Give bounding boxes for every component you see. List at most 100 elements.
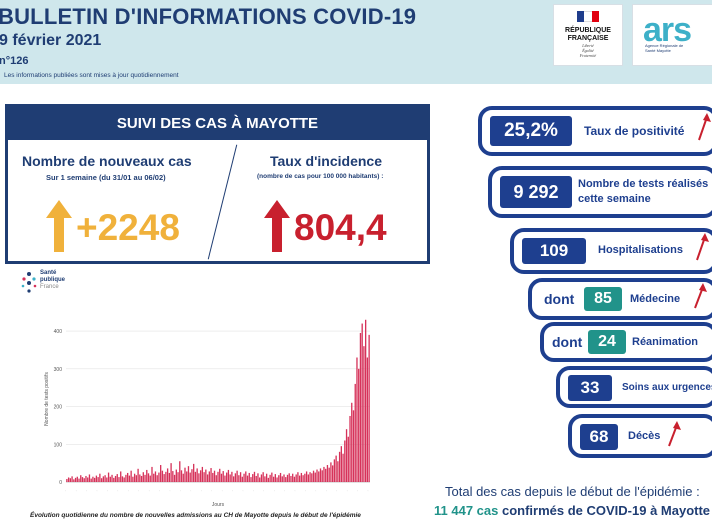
- chart-bar: [236, 470, 238, 482]
- chart-bar: [333, 459, 336, 482]
- chart-bar: [359, 332, 362, 482]
- positivity-label: Taux de positivité: [584, 124, 685, 138]
- chart-bar: [316, 469, 318, 482]
- chart-bar: [286, 474, 289, 482]
- x-axis-label: Jours: [212, 502, 225, 508]
- reanimation-value: 24: [588, 330, 626, 354]
- chart-bar: [274, 474, 276, 482]
- x-tick-mark: ·: [126, 489, 130, 493]
- spf-dots-icon: [21, 272, 37, 293]
- chart-bar: [73, 479, 75, 482]
- chart-bar: [194, 471, 197, 482]
- chart-bar: [206, 474, 209, 482]
- y-tick-label: 400: [54, 329, 63, 335]
- chart-bar: [121, 476, 124, 482]
- chart-bar: [147, 473, 150, 482]
- chart-bar: [314, 472, 316, 482]
- chart-bar: [262, 472, 264, 482]
- chart-bar: [307, 474, 309, 482]
- deces-value: 68: [580, 424, 618, 450]
- chart-bar: [69, 478, 72, 482]
- x-tick-mark: ·: [85, 489, 89, 493]
- chart-bar: [267, 477, 270, 482]
- x-tick-mark: ·: [106, 489, 110, 493]
- reanimation-card: dont 24 Réanimation: [540, 322, 712, 362]
- x-tick-mark: ·: [168, 489, 172, 493]
- chart-bar: [288, 473, 290, 482]
- panel-divider: [207, 144, 238, 260]
- chart-bar: [184, 467, 186, 482]
- x-tick-mark: ·: [324, 489, 328, 493]
- chart-bar: [186, 471, 188, 482]
- x-tick-mark: ·: [179, 489, 183, 493]
- chart-bar: [146, 469, 148, 482]
- chart-bar: [356, 357, 358, 482]
- chart-bar: [363, 346, 365, 482]
- chart-bar: [76, 476, 78, 482]
- chart-bar: [213, 470, 216, 482]
- suivi-panel: SUIVI DES CAS À MAYOTTE Nombre de nouvea…: [5, 104, 430, 264]
- x-tick-mark: ·: [220, 489, 224, 493]
- chart-bar: [217, 471, 219, 482]
- x-tick-mark: ·: [314, 489, 318, 493]
- republique-francaise-logo: RÉPUBLIQUE FRANÇAISE Liberté Égalité Fra…: [553, 4, 623, 66]
- chart-bar: [319, 468, 322, 482]
- chart-bar: [227, 469, 230, 482]
- x-tick-mark: ·: [74, 489, 78, 493]
- chart-bar: [85, 475, 87, 482]
- chart-bar: [198, 473, 200, 482]
- x-tick-mark: ·: [210, 489, 214, 493]
- chart-bar: [264, 476, 266, 482]
- y-tick-label: 100: [54, 442, 63, 448]
- chart-bar: [352, 410, 355, 482]
- chart-bar: [201, 466, 204, 482]
- bulletin-number: n°126: [0, 55, 29, 67]
- chart-bar: [132, 476, 134, 482]
- sante-publique-france-logo: Santé publique France: [20, 270, 90, 300]
- chart-bar: [163, 474, 165, 482]
- ars-logo: ars Agence Régionale de Santé Mayotte: [632, 4, 712, 66]
- chart-bar: [170, 463, 172, 482]
- chart-bar: [199, 470, 202, 482]
- y-tick-label: 0: [59, 480, 62, 486]
- chart-bar: [173, 474, 176, 482]
- ars-logo-subtitle: Agence Régionale de Santé Mayotte: [645, 43, 684, 53]
- chart-bar: [219, 468, 221, 482]
- chart-bar: [364, 319, 367, 482]
- chart-bar: [90, 478, 92, 482]
- chart-bar: [182, 473, 184, 482]
- total-cases-intro: Total des cas depuis le début de l'épidé…: [445, 484, 700, 499]
- chart-caption: Évolution quotidienne du nombre de nouve…: [30, 512, 361, 519]
- chart-bar: [366, 357, 369, 482]
- chart-bar: [331, 465, 334, 482]
- total-cases-rest: confirmés de COVID-19 à Mayotte: [498, 503, 711, 518]
- chart-bar: [342, 453, 344, 482]
- chart-bar: [338, 451, 341, 482]
- chart-bar: [137, 468, 139, 482]
- chart-bar: [238, 475, 240, 482]
- incidence-title: Taux d'incidence: [270, 153, 382, 169]
- chart-bar: [109, 476, 111, 482]
- chart-bar: [229, 474, 231, 482]
- tests-label-line1: Nombre de tests réalisés: [578, 178, 709, 190]
- total-cases-line: 11 447 cas confirmés de COVID-19 à Mayot…: [434, 503, 710, 518]
- chart-bar: [193, 463, 195, 482]
- urgences-value: 33: [568, 375, 612, 401]
- chart-bar: [125, 474, 127, 482]
- chart-bar: [232, 476, 235, 482]
- y-axis-label: Nombre de tests positifs: [44, 372, 50, 426]
- chart-bar: [191, 469, 193, 482]
- chart-bar: [300, 472, 303, 482]
- chart-bar: [351, 402, 353, 482]
- chart-bar: [281, 476, 283, 482]
- chart-bar: [175, 469, 177, 482]
- chart-bar: [276, 477, 278, 482]
- incidence-value: 804,4: [294, 207, 387, 248]
- x-tick-mark: ·: [356, 489, 360, 493]
- chart-bar: [283, 474, 285, 482]
- chart-bar: [253, 471, 256, 482]
- x-tick-mark: ·: [272, 489, 276, 493]
- chart-bar: [116, 474, 118, 482]
- chart-bar: [212, 472, 214, 482]
- x-tick-mark: ·: [283, 489, 287, 493]
